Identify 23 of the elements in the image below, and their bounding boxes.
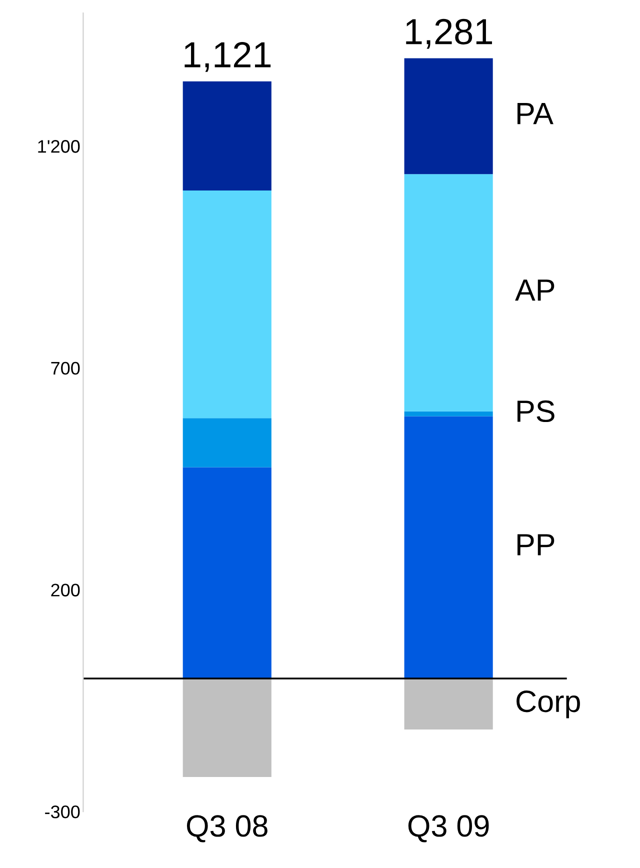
series-label: PA	[518, 103, 554, 124]
bar	[182, 190, 272, 418]
x-tick-label: Q3 09	[408, 815, 489, 842]
series-label: AP	[515, 280, 554, 301]
bar	[182, 467, 272, 678]
x-tick-label: Q3 08	[186, 815, 268, 842]
bar	[182, 81, 272, 190]
series-label: PS	[518, 400, 554, 422]
bar	[182, 418, 272, 468]
y-tick-label: 1'200	[38, 140, 80, 153]
y-tick-label: 700	[51, 362, 80, 375]
y-tick-label: 200	[51, 584, 80, 596]
bar	[404, 411, 493, 416]
bar	[404, 416, 493, 678]
y-tick-label: -300	[45, 806, 80, 818]
bar	[182, 678, 272, 777]
series-label: Corp	[516, 690, 580, 718]
total-label: 1,121	[184, 42, 271, 72]
bar	[404, 678, 493, 730]
series-label: PP	[518, 534, 554, 556]
total-label: 1,281	[406, 18, 492, 49]
bar	[404, 174, 493, 412]
bar	[404, 58, 493, 174]
